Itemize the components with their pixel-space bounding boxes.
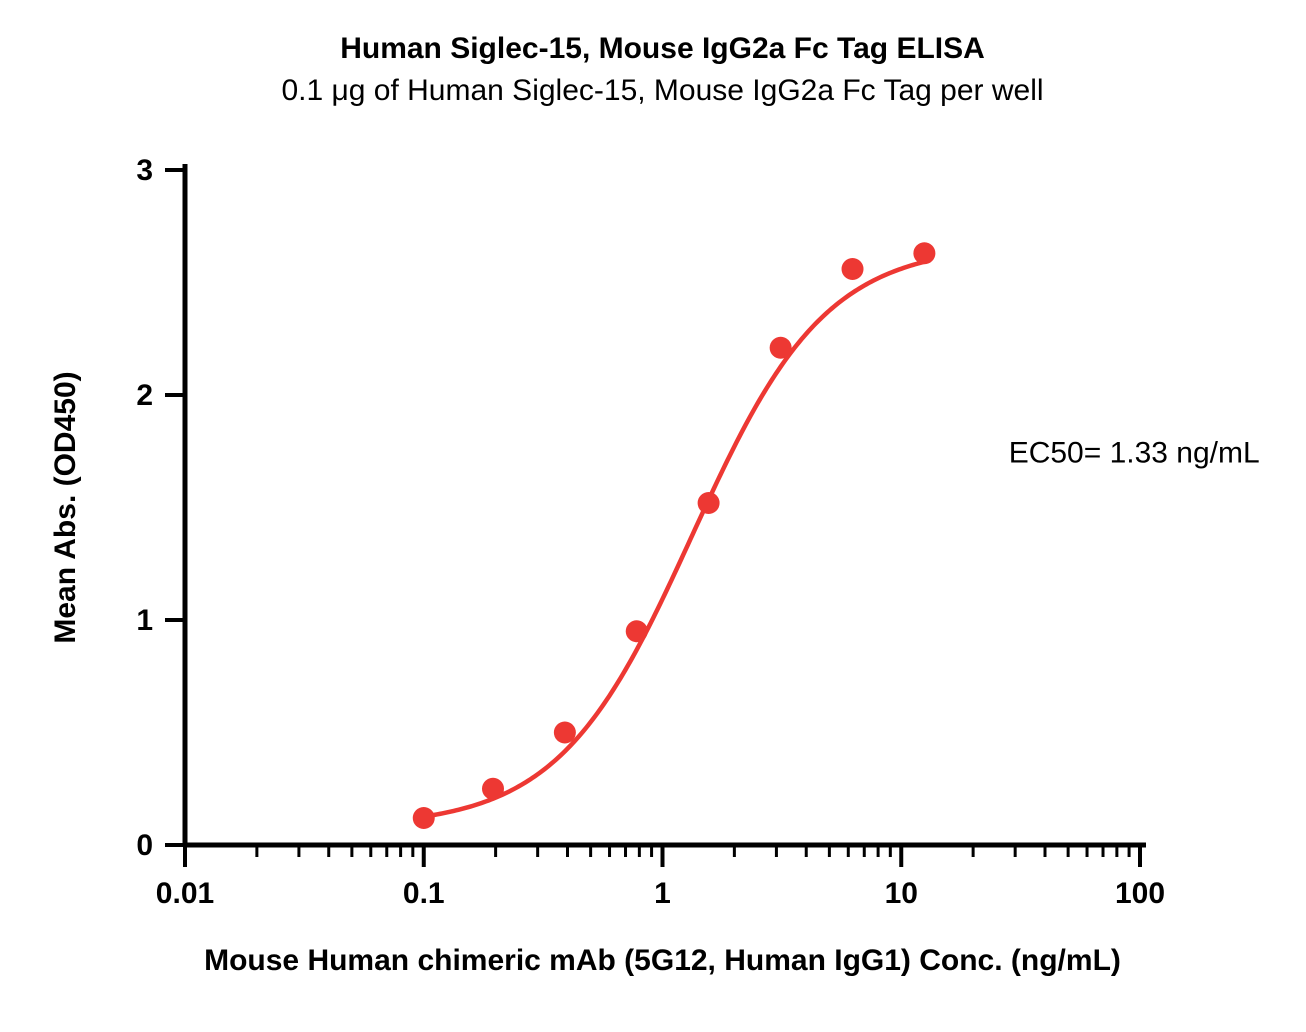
x-axis-label: Mouse Human chimeric mAb (5G12, Human Ig… <box>204 944 1121 977</box>
chart-container: Human Siglec-15, Mouse IgG2a Fc Tag ELIS… <box>0 0 1306 1032</box>
data-point <box>770 337 792 359</box>
data-point <box>698 492 720 514</box>
data-point <box>482 778 504 800</box>
y-major-ticks <box>165 170 185 845</box>
y-tick-label: 2 <box>136 379 153 412</box>
x-tick-label: 0.01 <box>156 877 214 910</box>
data-point <box>413 807 435 829</box>
data-point <box>554 722 576 744</box>
x-tick-label: 100 <box>1115 877 1165 910</box>
x-tick-label: 10 <box>885 877 918 910</box>
ec50-annotation: EC50= 1.33 ng/mL <box>1009 437 1260 470</box>
elisa-chart: Human Siglec-15, Mouse IgG2a Fc Tag ELIS… <box>0 0 1306 1032</box>
fit-curve <box>419 261 929 818</box>
y-tick-label: 0 <box>136 829 153 862</box>
x-tick-label: 1 <box>654 877 671 910</box>
data-point <box>913 242 935 264</box>
chart-title: Human Siglec-15, Mouse IgG2a Fc Tag ELIS… <box>340 32 985 65</box>
y-axis-label: Mean Abs. (OD450) <box>49 371 82 643</box>
axes <box>185 164 1146 845</box>
y-tick-labels: 0 1 2 3 <box>136 154 153 862</box>
x-tick-labels: 0.01 0.1 1 10 100 <box>156 877 1165 910</box>
chart-subtitle: 0.1 μg of Human Siglec-15, Mouse IgG2a F… <box>281 74 1043 107</box>
data-points <box>413 242 936 829</box>
data-point <box>626 620 648 642</box>
y-tick-label: 1 <box>136 604 153 637</box>
y-tick-label: 3 <box>136 154 153 187</box>
data-point <box>842 258 864 280</box>
x-tick-label: 0.1 <box>403 877 445 910</box>
